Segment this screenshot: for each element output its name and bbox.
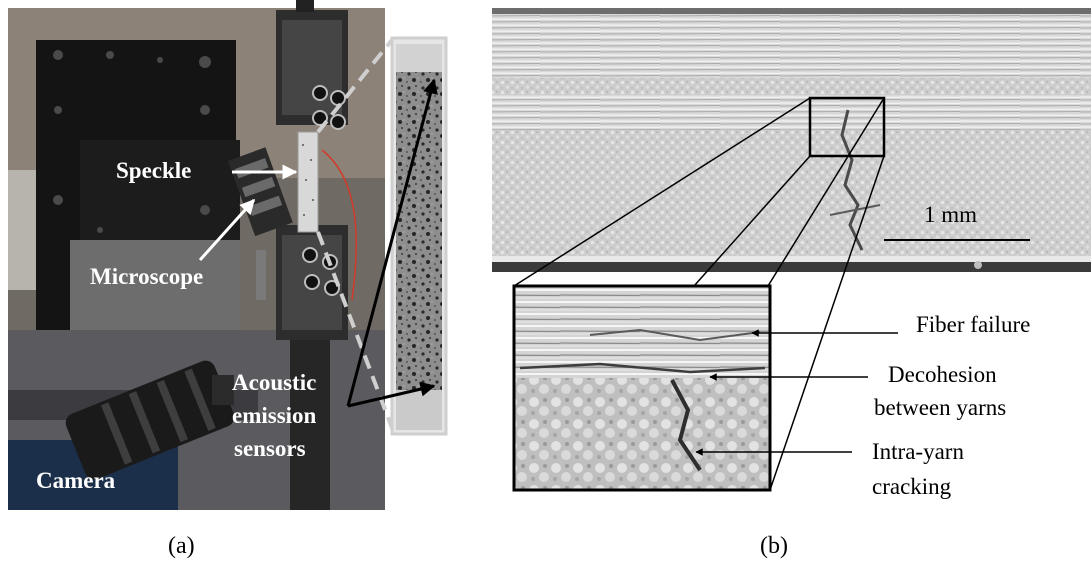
decohesion-label-line1: Decohesion <box>888 362 997 387</box>
zoom-region-box <box>808 96 886 158</box>
camera-label: Camera <box>36 468 116 493</box>
decohesion-label-line2: between yarns <box>874 395 1006 420</box>
specimen-zoom-strip <box>390 36 448 436</box>
microscope-arrow <box>198 198 256 262</box>
intra-yarn-label-line2: cracking <box>872 474 952 499</box>
zoom-guides-a <box>316 38 394 429</box>
acoustic-label-line3: sensors <box>234 436 306 461</box>
fiber-failure-label: Fiber failure <box>916 312 1030 337</box>
zoom-projection-lines <box>513 97 885 491</box>
speckle-label: Speckle <box>116 158 191 183</box>
microscope-label: Microscope <box>90 264 203 289</box>
panel-a-photo <box>8 0 385 510</box>
scale-bar-label: 1 mm <box>924 202 977 227</box>
sensor-arrow-bottom <box>347 381 436 408</box>
sensor-arrow-top <box>346 78 438 407</box>
micrograph-zoom-inset <box>512 284 772 492</box>
panel-b-micrograph <box>492 8 1091 272</box>
caption-b: (b) <box>760 533 788 559</box>
acoustic-label-line2: emission <box>232 403 317 428</box>
acoustic-label-line1: Acoustic <box>232 370 316 395</box>
intra-yarn-label-line1: Intra-yarn <box>872 439 964 464</box>
caption-a: (a) <box>168 533 195 559</box>
